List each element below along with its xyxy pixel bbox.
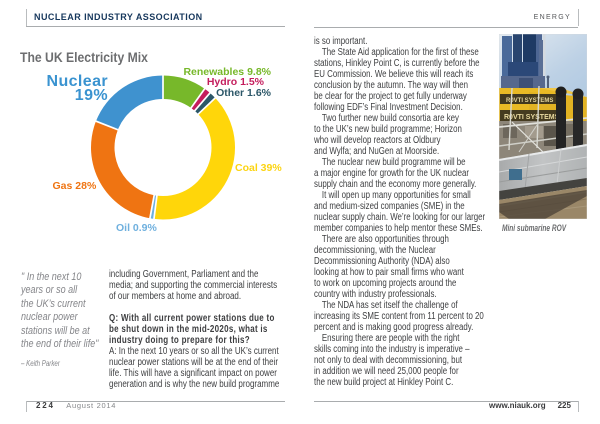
svg-text:R0VTI SYSTEMS: R0VTI SYSTEMS xyxy=(504,114,560,121)
svg-text:R0VTI SYSTEMS: R0VTI SYSTEMS xyxy=(506,98,553,104)
